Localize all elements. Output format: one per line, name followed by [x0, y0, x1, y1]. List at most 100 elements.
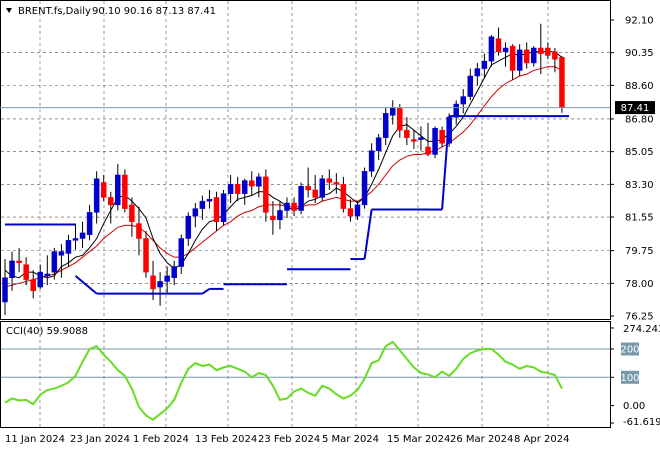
candle-body [220, 193, 227, 222]
candle-body [361, 171, 368, 206]
candle-body [199, 200, 206, 209]
candle-body [531, 47, 537, 64]
collapse-triangle-icon[interactable] [6, 8, 12, 13]
candle-body [234, 184, 241, 194]
fast-ma-line [4, 51, 563, 279]
cci-tick-label: -61.619 [623, 417, 660, 428]
current-price-label: 87.41 [621, 103, 650, 114]
candle-body [467, 75, 474, 97]
candle-body [23, 264, 29, 280]
time-label: 11 Jan 2024 [5, 434, 65, 445]
cci-tick-label: 0.00 [623, 401, 645, 412]
candle-body [411, 139, 417, 142]
slow-ma-line [4, 66, 563, 288]
cci-axis: 274.2435 200 100 0.00 -61.619 [610, 324, 660, 428]
candle-body [404, 129, 410, 138]
candle-body [129, 204, 135, 222]
candle-body [213, 197, 220, 222]
cci-indicator-label: CCI(40) 59.9088 [6, 326, 88, 337]
stop-line-ramp [363, 209, 373, 260]
candle-body [509, 45, 516, 71]
candle-body [516, 49, 523, 71]
candle-body [333, 182, 340, 185]
candle-body [502, 47, 509, 52]
ohlc-values: 90.10 90.16 87.13 87.41 [92, 6, 216, 17]
candle-body [545, 47, 551, 56]
price-tick-label: 76.25 [625, 312, 654, 323]
candle-body [9, 260, 15, 278]
price-tick-label: 79.75 [625, 246, 654, 257]
candle-body [347, 208, 354, 217]
time-label: 15 Mar 2024 [387, 434, 450, 445]
candle-body [298, 185, 304, 211]
cci-tick-label: 200 [620, 345, 639, 356]
price-tick-label: 92.10 [625, 16, 654, 27]
candle-body [474, 68, 481, 77]
candle-body [143, 238, 149, 273]
candle-body [453, 103, 459, 118]
candle-body [432, 128, 438, 155]
current-price-tag [615, 101, 655, 115]
candlesticks [2, 23, 565, 316]
price-tick-label: 90.35 [625, 48, 654, 59]
price-tick-label: 85.05 [625, 147, 654, 158]
price-tick-label: 81.55 [625, 213, 654, 224]
candle-body [340, 184, 347, 209]
candle-body [319, 178, 325, 198]
candle-body [305, 185, 311, 191]
candle-body [157, 281, 163, 288]
candle-body [559, 57, 565, 108]
candle-body [446, 116, 452, 144]
ma-lines [4, 51, 569, 295]
candle-body [460, 96, 466, 105]
time-label: 8 Apr 2024 [514, 434, 569, 445]
candle-body [122, 174, 128, 209]
candle-body [488, 36, 495, 62]
candle-body [249, 180, 255, 187]
candle-body [206, 199, 213, 202]
candle-body [37, 271, 43, 288]
candle-body [164, 275, 170, 282]
time-label: 1 Feb 2024 [133, 434, 189, 445]
candle-body [108, 197, 114, 206]
candle-body [495, 38, 502, 52]
chart-grid [0, 0, 611, 428]
candle-body [397, 107, 403, 131]
candle-body [382, 113, 389, 138]
candle-body [93, 178, 100, 213]
cci-panel-frame [0, 321, 611, 428]
candle-body [150, 275, 156, 290]
time-label: 5 Mar 2024 [322, 434, 379, 445]
price-axis: 92.10 90.35 88.60 86.80 85.05 83.30 81.55 79.75… [610, 16, 654, 323]
candle-body [418, 137, 424, 140]
candle-body [326, 178, 333, 183]
candle-body [185, 215, 192, 239]
time-label: 13 Feb 2024 [195, 434, 257, 445]
price-tick-label: 86.80 [625, 114, 654, 125]
candle-body [256, 176, 262, 187]
cci-line [4, 340, 563, 421]
candle-body [538, 47, 544, 54]
candle-body [136, 223, 142, 239]
candle-body [58, 251, 65, 256]
price-tick-label: 88.60 [625, 81, 654, 92]
candle-body [291, 202, 297, 211]
price-tick-label: 78.00 [625, 279, 654, 290]
candle-body [227, 184, 234, 194]
time-label: 26 Mar 2024 [450, 434, 513, 445]
candle-body [270, 215, 276, 221]
candle-body [86, 212, 93, 236]
time-label: 23 Jan 2024 [70, 434, 130, 445]
candle-body [312, 189, 318, 198]
candle-body [390, 107, 396, 116]
stop-line-ramp [74, 275, 98, 295]
cci-tick-label: 100 [620, 373, 639, 384]
candle-body [100, 182, 107, 198]
candle-body [30, 279, 36, 292]
candle-body [65, 240, 72, 254]
candle-body [241, 180, 248, 194]
candle-body [263, 176, 269, 213]
symbol-label: BRENT.fs,Daily [18, 6, 91, 17]
